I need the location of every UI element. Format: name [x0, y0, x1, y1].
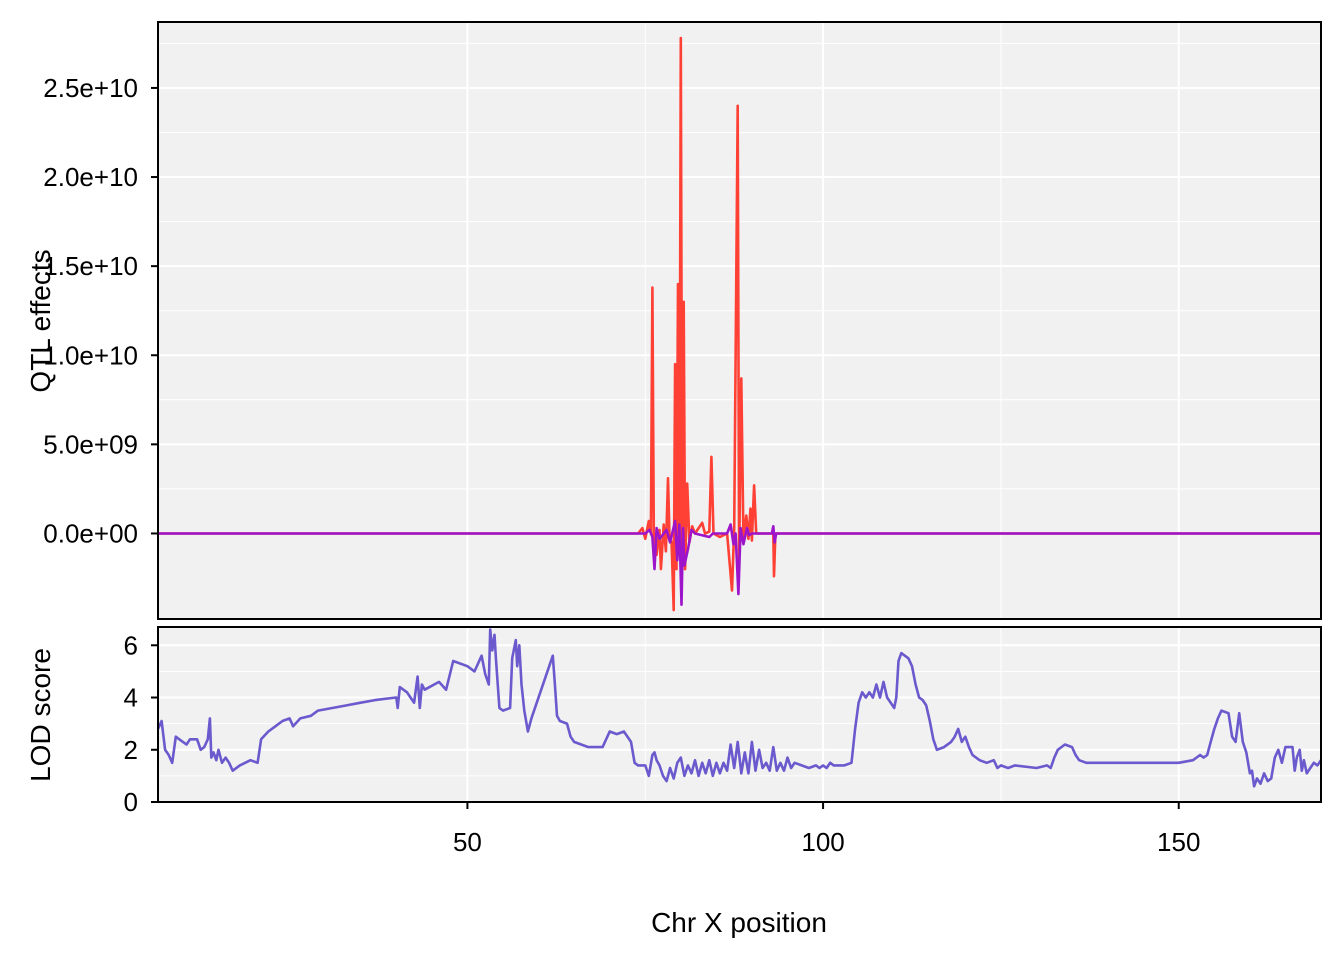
- series-line-0-1: [158, 519, 1321, 606]
- effects-y-axis: 0.0e+00 5.0e+09 1.0e+10 1.5e+10 2.0e+10 2.5e+…: [43, 73, 158, 548]
- y-tick-label: 1.5e+10: [43, 251, 138, 281]
- lod-panel-border: [157, 626, 1322, 803]
- y-tick-label: 5.0e+09: [43, 429, 138, 459]
- effects-y-axis-label: QTL effects: [25, 249, 56, 392]
- x-axis-label: Chr X position: [651, 907, 827, 938]
- lod-y-axis-label: LOD score: [25, 648, 56, 782]
- x-tick-label: 150: [1157, 827, 1200, 857]
- y-tick-label: 0.0e+00: [43, 518, 138, 548]
- effects-panel: 0.0e+00 5.0e+09 1.0e+10 1.5e+10 2.0e+10 2.5e+…: [43, 21, 1322, 620]
- series-line-1-0: [156, 628, 1323, 788]
- y-tick-label: 2.0e+10: [43, 162, 138, 192]
- y-tick-label: 4: [124, 683, 138, 713]
- effects-panel-border: [157, 21, 1322, 620]
- x-tick-label: 50: [453, 827, 482, 857]
- y-tick-label: 6: [124, 630, 138, 660]
- x-axis: 50 100 150: [453, 802, 1200, 857]
- lod-panel: 0 2 4 6 50 100 150: [124, 626, 1323, 857]
- y-tick-label: 1.0e+10: [43, 340, 138, 370]
- lod-y-axis: 0 2 4 6: [124, 630, 158, 817]
- lod-series: [156, 628, 1323, 788]
- x-tick-label: 100: [801, 827, 844, 857]
- effects-series: [158, 36, 1321, 612]
- y-tick-label: 2: [124, 735, 138, 765]
- y-tick-label: 2.5e+10: [43, 73, 138, 103]
- y-tick-label: 0: [124, 787, 138, 817]
- lod-panel-background: [158, 627, 1321, 802]
